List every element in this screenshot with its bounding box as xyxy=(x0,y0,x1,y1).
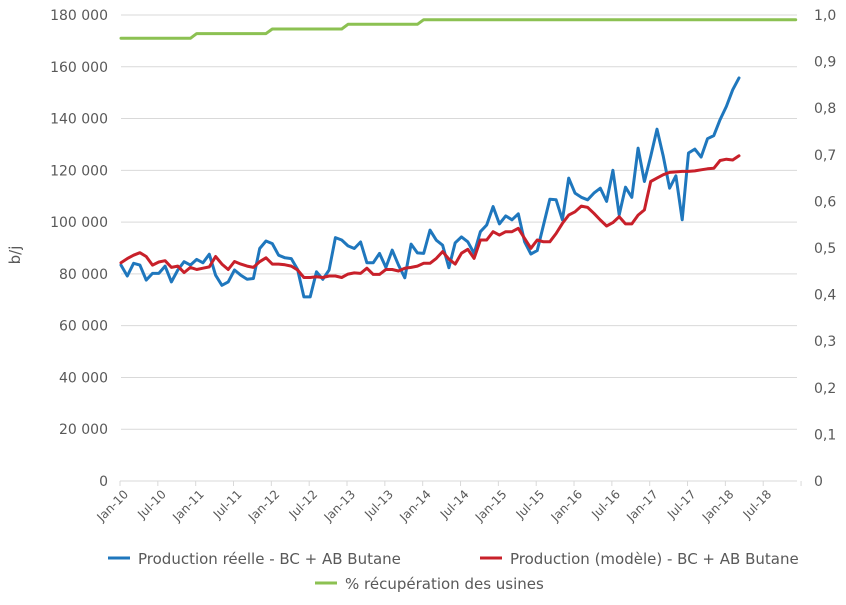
y-tick-label: 160 000 xyxy=(50,60,108,76)
legend-item: % récupération des usines xyxy=(315,575,544,593)
x-tick-label: Jul-16 xyxy=(588,487,623,522)
y-tick-label: 60 000 xyxy=(59,319,108,335)
x-tick-label: Jul-15 xyxy=(513,487,548,522)
y-tick-label: 120 000 xyxy=(50,163,108,179)
y2-tick-label: 1,0 xyxy=(814,8,836,24)
series-line-0 xyxy=(119,76,741,299)
y-tick-label: 80 000 xyxy=(59,267,108,283)
y-axis-right: 0 0,1 0,2 0,3 0,4 0,5 0,6 0,7 0,8 0,9 1,0 xyxy=(814,8,836,490)
x-tick-label: Jul-12 xyxy=(286,487,321,522)
series-line-2 xyxy=(119,18,798,40)
y-tick-label: 40 000 xyxy=(59,370,108,386)
legend-label: Production (modèle) - BC + AB Butane xyxy=(510,550,799,568)
x-tick-label: Jan-12 xyxy=(245,487,283,525)
gridlines xyxy=(121,14,797,430)
x-tick-label: Jan-14 xyxy=(396,487,434,525)
y2-tick-label: 0,1 xyxy=(814,427,836,443)
legend: Production réelle - BC + AB Butane Produc… xyxy=(108,550,799,593)
x-tick-label: Jan-16 xyxy=(548,487,586,525)
x-tick-label: Jan-17 xyxy=(623,487,661,525)
y-tick-label: 0 xyxy=(99,474,108,490)
y2-tick-label: 0,5 xyxy=(814,241,836,257)
x-axis: Jan-10 Jul-10 Jan-11 Jul-11 Jan-12 Jul-12 Jan-… xyxy=(94,480,802,525)
x-tick-label: Jan-10 xyxy=(94,487,132,525)
y-tick-label: 20 000 xyxy=(59,422,108,438)
legend-item: Production (modèle) - BC + AB Butane xyxy=(480,550,799,568)
y2-tick-label: 0,3 xyxy=(814,334,836,350)
y2-tick-label: 0,8 xyxy=(814,101,836,117)
x-tick-label: Jul-10 xyxy=(134,487,169,522)
y2-tick-label: 0,2 xyxy=(814,381,836,397)
series-lines xyxy=(119,18,798,299)
y-tick-label: 140 000 xyxy=(50,112,108,128)
legend-label: % récupération des usines xyxy=(345,575,544,593)
y2-tick-label: 0,6 xyxy=(814,194,836,210)
y-axis-title: b/j xyxy=(6,246,24,265)
x-tick-label: Jan-18 xyxy=(699,487,737,525)
x-tick-label: Jul-13 xyxy=(361,487,396,522)
x-tick-label: Jan-11 xyxy=(169,487,207,525)
y-axis-left: 0 20 000 40 000 60 000 80 000 100 000 120 000 1… xyxy=(50,8,108,490)
x-tick-label: Jan-15 xyxy=(472,487,510,525)
series-line-1 xyxy=(119,154,741,279)
x-tick-label: Jan-13 xyxy=(321,487,359,525)
legend-item: Production réelle - BC + AB Butane xyxy=(108,550,401,568)
y-tick-label: 180 000 xyxy=(50,8,108,24)
x-tick-label: Jul-11 xyxy=(210,487,245,522)
legend-label: Production réelle - BC + AB Butane xyxy=(138,550,401,568)
x-tick-label: Jul-18 xyxy=(740,487,775,522)
x-tick-label: Jul-14 xyxy=(437,487,472,522)
y2-tick-label: 0,4 xyxy=(814,288,836,304)
y2-tick-label: 0,9 xyxy=(814,55,836,71)
y2-tick-label: 0,7 xyxy=(814,148,836,164)
y2-tick-label: 0 xyxy=(814,474,823,490)
x-tick-label: Jul-17 xyxy=(664,487,699,522)
y-tick-label: 100 000 xyxy=(50,215,108,231)
